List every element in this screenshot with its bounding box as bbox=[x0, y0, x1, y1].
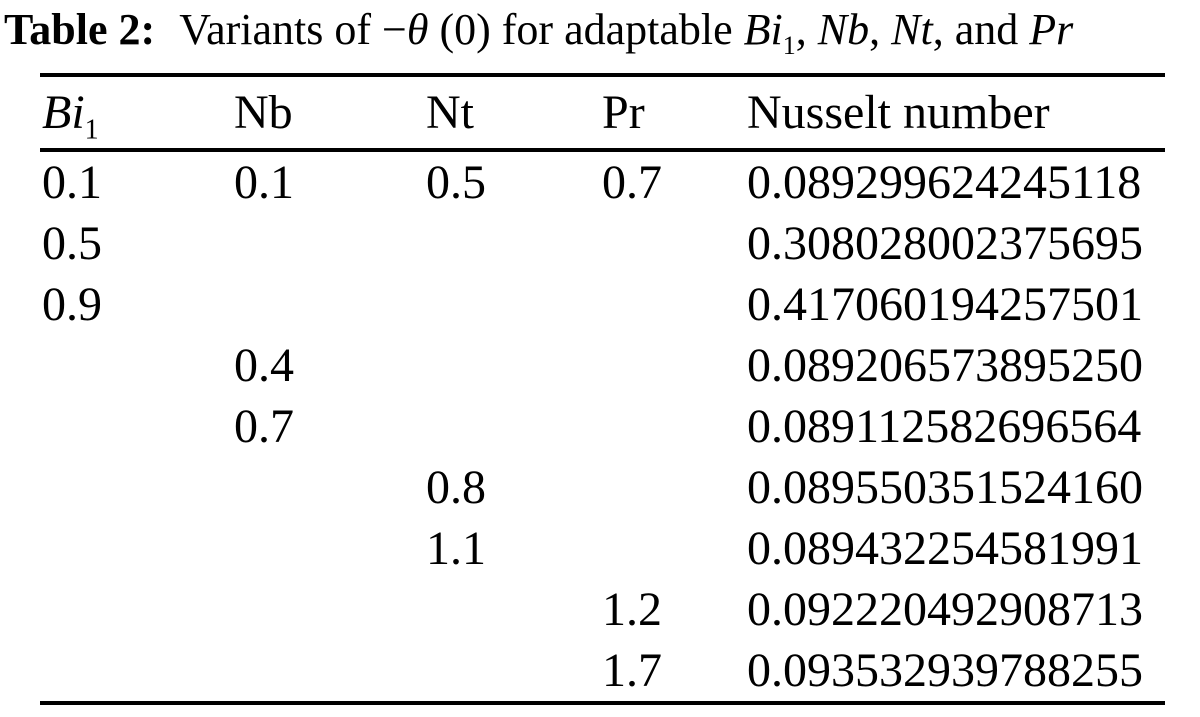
table-row: 1.1 0.089432254581991 bbox=[40, 518, 1165, 579]
table-cell: 1.2 bbox=[602, 583, 662, 636]
table-row: 0.8 0.089550351524160 bbox=[40, 457, 1165, 518]
caption-var-nt: Nt bbox=[891, 5, 933, 54]
caption-var-nb: Nb bbox=[817, 5, 870, 54]
table-row: 0.1 0.1 0.5 0.7 0.089299624245118 bbox=[40, 150, 1165, 213]
table-cell bbox=[232, 518, 424, 579]
theta-symbol: θ bbox=[406, 5, 429, 54]
table-cell bbox=[424, 396, 600, 457]
table-cell bbox=[424, 640, 600, 703]
column-header-bi1: Bi1 bbox=[40, 75, 232, 152]
table-cell: 0.1 bbox=[42, 156, 102, 209]
table-cell: 0.089550351524160 bbox=[747, 461, 1143, 514]
table-cell bbox=[232, 213, 424, 274]
table-cell: 0.089299624245118 bbox=[747, 156, 1142, 209]
table-cell bbox=[600, 213, 745, 274]
table-cell bbox=[232, 457, 424, 518]
table-header-row: Bi1 Nb Nt Pr Nusselt number bbox=[40, 75, 1165, 152]
table-cell: 0.417060194257501 bbox=[747, 278, 1143, 331]
table-cell bbox=[232, 274, 424, 335]
table-cell bbox=[40, 335, 232, 396]
table-cell: 0.5 bbox=[42, 217, 102, 270]
table-cell bbox=[40, 396, 232, 457]
column-header-bi1-subscript: 1 bbox=[84, 114, 99, 146]
column-header-nusselt: Nusselt number bbox=[745, 75, 1165, 152]
caption-text-1: Variants of − bbox=[179, 5, 407, 54]
table-cell: 0.9 bbox=[42, 278, 102, 331]
table-cell bbox=[40, 457, 232, 518]
table-cell bbox=[424, 335, 600, 396]
table-cell: 0.089112582696564 bbox=[747, 400, 1142, 453]
table-cell: 0.308028002375695 bbox=[747, 217, 1143, 270]
caption-sep-1: , bbox=[795, 5, 818, 54]
table-cell: 1.1 bbox=[426, 522, 486, 575]
table-cell: 0.7 bbox=[602, 156, 662, 209]
table-row: 1.7 0.093532939788255 bbox=[40, 640, 1165, 703]
table-cell: 0.089206573895250 bbox=[747, 339, 1143, 392]
table-cell bbox=[600, 335, 745, 396]
table-row: 0.9 0.417060194257501 bbox=[40, 274, 1165, 335]
table-cell bbox=[40, 640, 232, 703]
column-header-nb: Nb bbox=[232, 75, 424, 152]
table-cell bbox=[424, 213, 600, 274]
table-cell: 0.7 bbox=[234, 400, 294, 453]
table-cell: 0.092220492908713 bbox=[747, 583, 1143, 636]
caption-var-bi1: Bi bbox=[743, 5, 783, 54]
table-cell bbox=[600, 396, 745, 457]
table-cell: 0.089432254581991 bbox=[747, 522, 1143, 575]
table-cell bbox=[600, 274, 745, 335]
table-cell: 0.8 bbox=[426, 461, 486, 514]
column-header-pr: Pr bbox=[600, 75, 745, 152]
table-cell bbox=[424, 579, 600, 640]
table-row: 0.7 0.089112582696564 bbox=[40, 396, 1165, 457]
table-cell: 1.7 bbox=[602, 644, 662, 697]
table-cell bbox=[600, 457, 745, 518]
table-cell bbox=[424, 274, 600, 335]
column-header-bi1-label: Bi bbox=[42, 86, 85, 139]
table-row: 0.5 0.308028002375695 bbox=[40, 213, 1165, 274]
table-caption: Table 2: Variants of −θ (0) for adaptable… bbox=[4, 2, 1074, 60]
table-cell: 0.4 bbox=[234, 339, 294, 392]
table-cell bbox=[600, 518, 745, 579]
table-cell bbox=[40, 518, 232, 579]
table-caption-label: Table 2: bbox=[4, 5, 156, 54]
table-cell: 0.1 bbox=[234, 156, 294, 209]
table-cell: 0.5 bbox=[426, 156, 486, 209]
results-table: Bi1 Nb Nt Pr Nusselt number 0.1 0.1 0.5 … bbox=[40, 73, 1165, 705]
column-header-nt: Nt bbox=[424, 75, 600, 152]
caption-var-pr: Pr bbox=[1029, 5, 1074, 54]
caption-sep-2: , bbox=[869, 5, 892, 54]
table-cell bbox=[232, 640, 424, 703]
caption-sep-3: , and bbox=[932, 5, 1030, 54]
caption-text-2: (0) for adaptable bbox=[428, 5, 744, 54]
table-cell bbox=[232, 579, 424, 640]
table-row: 0.4 0.089206573895250 bbox=[40, 335, 1165, 396]
caption-var-bi1-subscript: 1 bbox=[782, 30, 796, 60]
table-cell bbox=[40, 579, 232, 640]
table-cell: 0.093532939788255 bbox=[747, 644, 1143, 697]
table-row: 1.2 0.092220492908713 bbox=[40, 579, 1165, 640]
